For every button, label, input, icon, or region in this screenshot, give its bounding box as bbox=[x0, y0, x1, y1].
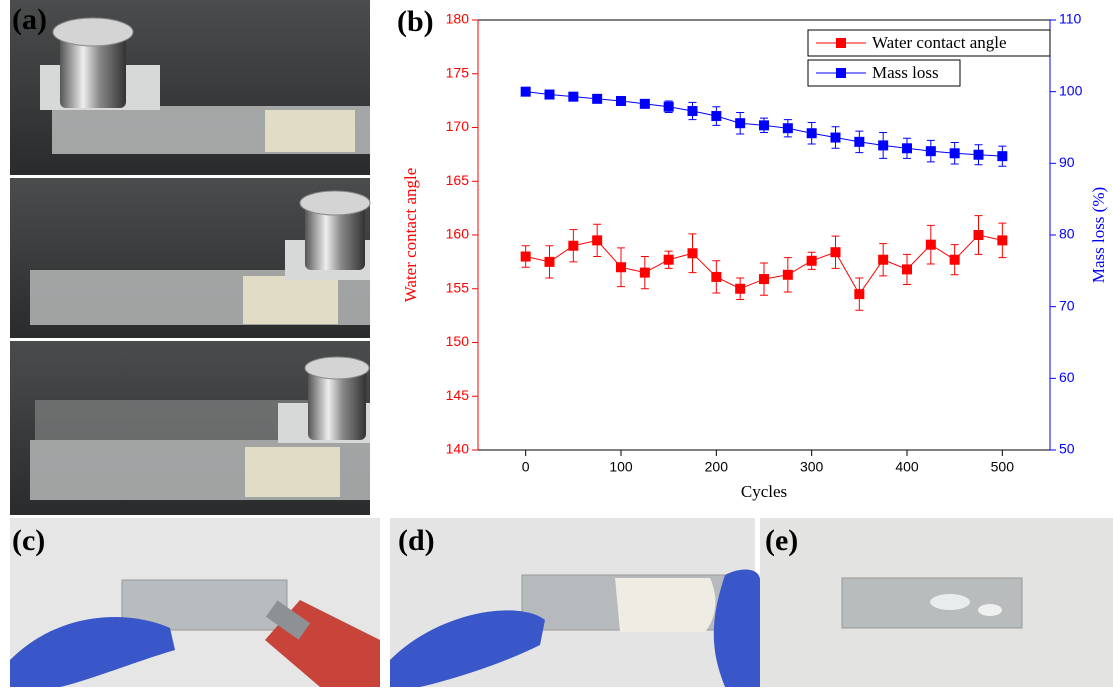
data-point bbox=[592, 235, 602, 245]
data-point bbox=[831, 133, 841, 143]
y2-axis-title: Mass loss (%) bbox=[1089, 187, 1108, 283]
data-point bbox=[854, 137, 864, 147]
x-tick-label: 400 bbox=[895, 459, 919, 475]
y2-tick-label: 90 bbox=[1059, 154, 1075, 170]
x-tick-label: 500 bbox=[991, 459, 1015, 475]
data-point bbox=[783, 270, 793, 280]
data-point bbox=[878, 255, 888, 265]
y-tick-label: 160 bbox=[446, 226, 470, 242]
data-point bbox=[568, 241, 578, 251]
data-point bbox=[807, 256, 817, 266]
x-tick-label: 200 bbox=[705, 459, 729, 475]
data-point bbox=[545, 257, 555, 267]
y2-tick-label: 80 bbox=[1059, 226, 1075, 242]
photo-c bbox=[10, 518, 380, 687]
legend-marker bbox=[836, 38, 846, 48]
data-point bbox=[974, 150, 984, 160]
data-point bbox=[664, 102, 674, 112]
y-tick-label: 145 bbox=[446, 387, 470, 403]
data-point bbox=[807, 128, 817, 138]
panel-label: (d) bbox=[398, 524, 435, 557]
data-point bbox=[640, 268, 650, 278]
x-tick-label: 300 bbox=[800, 459, 824, 475]
y-tick-label: 155 bbox=[446, 279, 470, 295]
panel-label: (a) bbox=[12, 3, 47, 36]
data-point bbox=[759, 120, 769, 130]
data-point bbox=[688, 248, 698, 258]
data-point bbox=[783, 123, 793, 133]
data-point bbox=[640, 99, 650, 109]
page: {"panel_labels": ["(a)", "(b)", "(c)", "… bbox=[0, 0, 1113, 687]
y2-tick-label: 110 bbox=[1059, 11, 1082, 27]
data-point bbox=[902, 264, 912, 274]
data-point bbox=[974, 230, 984, 240]
panel-label: (e) bbox=[765, 524, 798, 557]
data-point bbox=[711, 111, 721, 121]
photo-d bbox=[390, 518, 760, 687]
data-point bbox=[759, 274, 769, 284]
data-point bbox=[926, 240, 936, 250]
data-point bbox=[616, 96, 626, 106]
data-point bbox=[521, 252, 531, 262]
y2-tick-label: 60 bbox=[1059, 369, 1075, 385]
panel-label: (b) bbox=[397, 5, 434, 38]
photo-a bbox=[10, 0, 370, 515]
photo-e bbox=[760, 518, 1113, 687]
legend-label: Mass loss bbox=[872, 63, 939, 82]
data-point bbox=[926, 146, 936, 156]
data-point bbox=[688, 106, 698, 116]
data-point bbox=[711, 272, 721, 282]
panel-label: (c) bbox=[12, 524, 45, 557]
data-point bbox=[664, 255, 674, 265]
legend-label: Water contact angle bbox=[872, 33, 1007, 52]
data-point bbox=[735, 118, 745, 128]
y2-tick-label: 50 bbox=[1059, 441, 1075, 457]
y-tick-label: 140 bbox=[446, 441, 470, 457]
data-point bbox=[616, 262, 626, 272]
data-point bbox=[997, 235, 1007, 245]
data-point bbox=[997, 151, 1007, 161]
data-point bbox=[735, 284, 745, 294]
legend-marker bbox=[836, 68, 846, 78]
data-point bbox=[592, 94, 602, 104]
data-point bbox=[568, 92, 578, 102]
figure: (a) (b) (c) (d) (e) Cycles Water contact… bbox=[0, 0, 1113, 687]
y-tick-label: 165 bbox=[446, 172, 470, 188]
y-axis-title: Water contact angle bbox=[401, 168, 420, 303]
x-tick-label: 100 bbox=[609, 459, 633, 475]
data-point bbox=[521, 87, 531, 97]
y-tick-label: 180 bbox=[446, 11, 470, 27]
y-tick-label: 175 bbox=[446, 64, 470, 80]
data-point bbox=[545, 90, 555, 100]
data-point bbox=[950, 255, 960, 265]
y-tick-label: 150 bbox=[446, 333, 470, 349]
x-tick-label: 0 bbox=[522, 459, 530, 475]
y-tick-label: 170 bbox=[446, 118, 470, 134]
data-point bbox=[878, 140, 888, 150]
data-point bbox=[831, 247, 841, 257]
y2-tick-label: 70 bbox=[1059, 297, 1075, 313]
data-point bbox=[950, 148, 960, 158]
data-point bbox=[854, 289, 864, 299]
y2-tick-label: 100 bbox=[1059, 82, 1083, 98]
data-point bbox=[902, 143, 912, 153]
x-axis-title: Cycles bbox=[741, 482, 787, 501]
